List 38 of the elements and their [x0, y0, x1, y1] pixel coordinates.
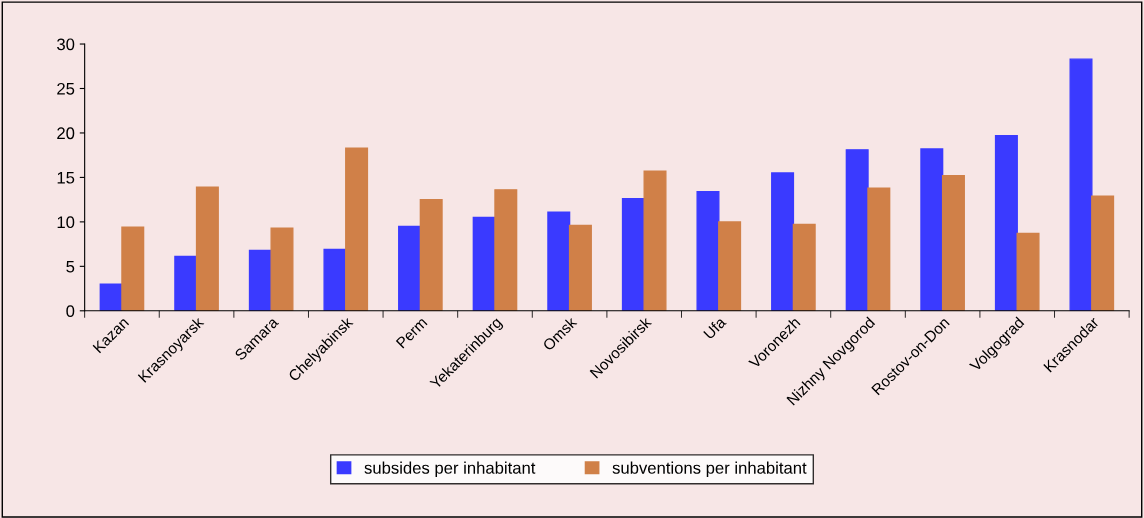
y-tick-label: 25 [57, 82, 75, 95]
legend-label: subsides per inhabitant [364, 461, 536, 478]
bar [792, 223, 816, 311]
bar [121, 226, 145, 311]
bar [419, 198, 443, 311]
bar [621, 198, 645, 311]
bar [941, 174, 965, 311]
bar [345, 147, 369, 311]
y-tick-label: 30 [57, 38, 75, 51]
bar [696, 190, 720, 311]
x-tick-label: Ufa [702, 315, 727, 340]
bar [994, 134, 1018, 311]
y-tick-label: 0 [66, 305, 75, 317]
bar [398, 225, 422, 311]
bar [718, 221, 742, 311]
y-tick-label: 15 [57, 171, 75, 184]
bar [494, 189, 518, 311]
bar [323, 248, 347, 311]
bar [1016, 232, 1040, 311]
bar [270, 227, 294, 311]
bar [867, 187, 891, 311]
y-tick-label: 10 [57, 216, 75, 229]
y-tick-label: 5 [66, 260, 75, 273]
bar [248, 249, 272, 311]
bar [472, 216, 496, 311]
bar [568, 224, 592, 311]
bar [643, 170, 667, 311]
bar [771, 172, 795, 311]
bar [845, 149, 869, 311]
bar [920, 148, 944, 311]
y-tick-label: 20 [57, 127, 75, 140]
bar [174, 255, 198, 311]
bar [99, 283, 123, 311]
legend-label: subventions per inhabitant [612, 461, 807, 478]
bar [1091, 195, 1115, 311]
bar [195, 186, 219, 311]
bar [547, 211, 571, 311]
bar [1069, 58, 1093, 311]
